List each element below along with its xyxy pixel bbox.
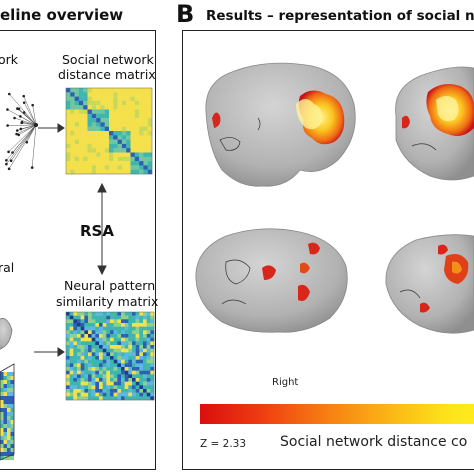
neural-matrix-label-line2: similarity matrix [56, 294, 159, 309]
network-node [16, 107, 20, 111]
brain-bottom-left [195, 228, 348, 333]
arrowhead-network [57, 123, 65, 133]
neural-label-fragment: ral [0, 260, 15, 275]
social-matrix-label-line2: distance matrix [58, 67, 156, 82]
social-matrix-label-line1: Social network [62, 52, 154, 67]
network-node [20, 120, 24, 124]
brain-top-right [395, 66, 474, 181]
network-node [19, 115, 22, 118]
network-node [31, 103, 34, 107]
network-node [7, 150, 10, 154]
mini-matrix-frame [0, 363, 15, 461]
network-node [5, 162, 8, 166]
arrowhead-neural [57, 347, 65, 357]
colorbar-label: Social network distance co [280, 434, 468, 450]
arrowhead-up [97, 182, 107, 193]
neural-matrix-label-line1: Neural pattern [64, 278, 156, 293]
panel-a-frame [0, 30, 156, 470]
panel-b-title: Results – representation of social ne [206, 8, 474, 24]
network-node [19, 127, 23, 131]
neural-similarity-matrix [65, 311, 155, 401]
neural-brain-fragment [0, 318, 13, 350]
network-node [22, 101, 26, 104]
network-node [15, 129, 19, 132]
arrowhead-down [97, 265, 107, 276]
z-colorbar [200, 404, 474, 424]
network-node [7, 167, 11, 171]
network-node [6, 108, 9, 111]
network-node [9, 159, 13, 163]
network-node [17, 133, 21, 137]
network-node [30, 166, 34, 169]
z-threshold-label: Z = 2.33 [200, 438, 247, 450]
network-node [22, 111, 26, 114]
voxel-pattern-matrix [0, 372, 15, 461]
network-hub-node [34, 123, 38, 127]
brain-bottom-right [385, 234, 474, 334]
network-node [13, 116, 16, 120]
rsa-label: RSA [80, 222, 114, 240]
network-label-fragment: ork [0, 52, 19, 67]
network-node [5, 159, 8, 162]
panel-a-title: eline overview [0, 6, 124, 24]
network-node [25, 140, 29, 144]
hemisphere-label: Right [272, 377, 299, 388]
panel-b-frame [182, 30, 474, 470]
network-graph [5, 92, 38, 171]
social-distance-matrix [65, 87, 153, 175]
network-node [7, 92, 11, 96]
brain-top-left [205, 62, 356, 187]
network-node [6, 124, 9, 127]
network-node [22, 94, 26, 98]
network-node [11, 151, 14, 154]
panel-b-letter: B [176, 0, 195, 28]
network-node [15, 132, 18, 136]
